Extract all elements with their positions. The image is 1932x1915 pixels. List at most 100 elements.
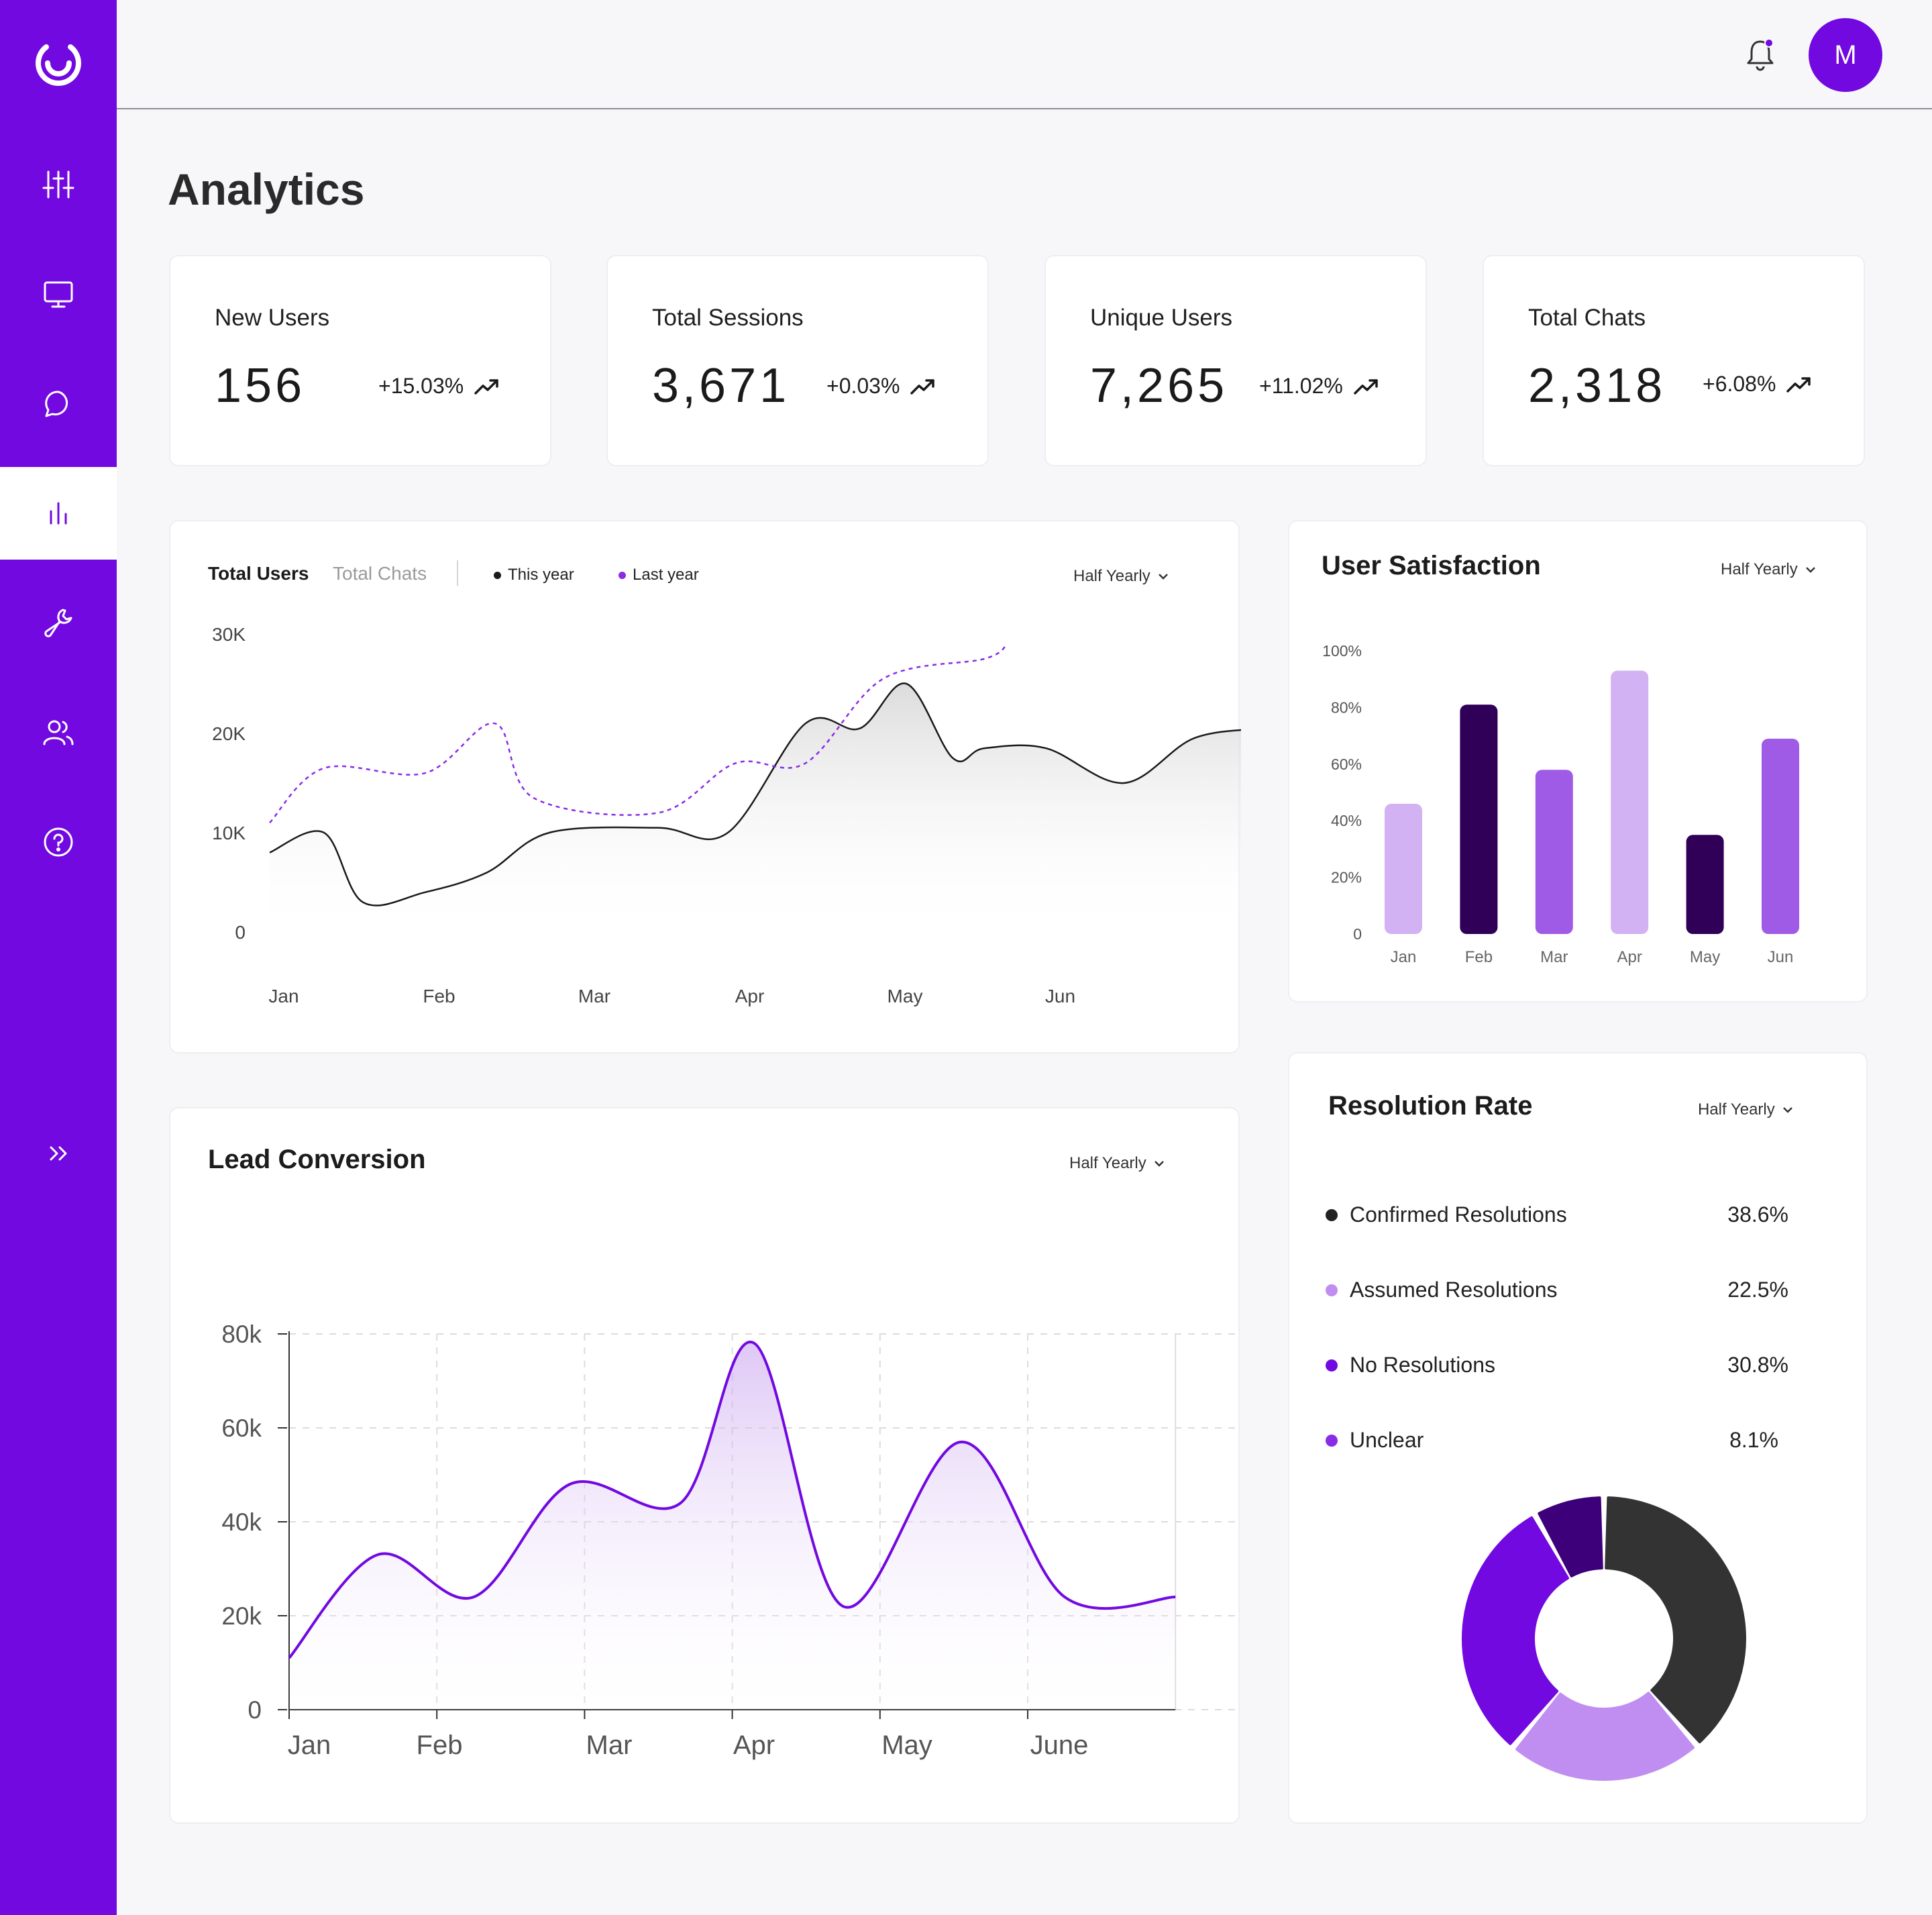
y-tick-label: 80k: [221, 1321, 262, 1348]
x-tick-label: Apr: [733, 1730, 775, 1760]
legend-assumed-resolutions: Assumed Resolutions 22.5%: [1326, 1278, 1788, 1302]
stat-change-value: +0.03%: [826, 374, 900, 398]
lead-conversion-panel: Lead Conversion Half Yearly 0 20k 40k 60k 80…: [169, 1107, 1240, 1824]
period-dropdown[interactable]: Half Yearly: [1698, 1100, 1794, 1119]
trend-up-icon: [1354, 378, 1378, 395]
chevron-down-icon: [1154, 1161, 1164, 1167]
x-tick-label: Jan: [288, 1730, 331, 1760]
expand-icon: [50, 1146, 67, 1161]
tab-total-chats[interactable]: Total Chats: [333, 563, 427, 584]
legend-label: Unclear: [1350, 1428, 1424, 1452]
chat-icon: [45, 391, 68, 417]
panel-title: Resolution Rate: [1328, 1091, 1533, 1121]
y-tick-label: 20K: [212, 723, 246, 744]
bar[interactable]: [1762, 738, 1799, 934]
nav-expand[interactable]: [0, 1107, 117, 1200]
stat-card-unique-users: Unique Users 7,265 +11.02%: [1044, 255, 1427, 466]
period-dropdown[interactable]: Half Yearly: [1073, 567, 1169, 586]
stat-change-value: +11.02%: [1259, 374, 1343, 398]
series-area-this-year: [270, 683, 1241, 939]
series-line-this-year: [269, 682, 1241, 907]
x-tick-label: Jun: [1045, 986, 1075, 1006]
bar[interactable]: [1535, 770, 1573, 934]
nav-settings[interactable]: [0, 138, 117, 231]
legend-no-resolutions: No Resolutions 30.8%: [1326, 1353, 1788, 1378]
x-tick-label: Feb: [423, 986, 455, 1006]
y-tick-label: 0: [248, 1696, 262, 1724]
donut-slice[interactable]: [1515, 1692, 1695, 1781]
legend-dot: [1326, 1434, 1338, 1447]
avatar[interactable]: M: [1809, 18, 1882, 92]
total-users-panel: Total Users Total Chats This year Last y…: [169, 520, 1241, 1053]
users-icon: [43, 720, 74, 745]
user-satisfaction-panel: User Satisfaction Half Yearly 0 20% 40% 60%…: [1288, 520, 1868, 1002]
dropdown-label: Half Yearly: [1069, 1154, 1146, 1172]
chevron-down-icon: [1805, 567, 1815, 573]
legend-dot: [619, 571, 626, 579]
period-dropdown[interactable]: Half Yearly: [1069, 1154, 1165, 1173]
dropdown-label: Half Yearly: [1721, 560, 1798, 578]
nav-tools[interactable]: [0, 576, 117, 669]
x-tick-label: Apr: [735, 986, 765, 1006]
total-users-chart: 0 10K 20K 30K Jan Feb Mar Apr May Jun: [212, 624, 1241, 1006]
panel-title: User Satisfaction: [1322, 551, 1541, 580]
bar[interactable]: [1686, 835, 1724, 934]
resolution-donut-chart: [1462, 1496, 1746, 1781]
stat-card-total-sessions: Total Sessions 3,671 +0.03%: [606, 255, 989, 466]
nav-users[interactable]: [0, 686, 117, 779]
stat-card-new-users: New Users 156 +15.03%: [169, 255, 551, 466]
nav-chats[interactable]: [0, 358, 117, 450]
nav-monitor[interactable]: [0, 248, 117, 340]
trend-up-icon: [474, 378, 498, 395]
legend-value: 22.5%: [1727, 1278, 1788, 1302]
legend-label: Confirmed Resolutions: [1350, 1202, 1567, 1227]
x-tick-label: Mar: [578, 986, 610, 1006]
x-tick-label: June: [1030, 1730, 1089, 1760]
topbar: [117, 0, 1932, 109]
bell-icon[interactable]: [1744, 36, 1776, 72]
nav-help[interactable]: [0, 796, 117, 888]
stat-change: +6.08%: [1703, 372, 1812, 397]
bar-chart-icon: [50, 502, 67, 525]
legend-label: This year: [508, 566, 574, 584]
nav-analytics[interactable]: [0, 467, 117, 560]
period-dropdown[interactable]: Half Yearly: [1721, 560, 1817, 579]
sliders-icon: [42, 170, 74, 199]
x-tick-label: May: [888, 986, 923, 1006]
legend-dot: [1326, 1208, 1338, 1221]
bar[interactable]: [1460, 705, 1498, 934]
stat-change: +0.03%: [826, 374, 936, 399]
dropdown-label: Half Yearly: [1698, 1100, 1775, 1119]
legend-label: Last year: [633, 566, 699, 584]
sidebar: [0, 0, 117, 1915]
stat-value: 7,265: [1090, 359, 1228, 413]
legend-value: 38.6%: [1727, 1202, 1788, 1227]
y-tick-label: 40k: [221, 1508, 262, 1536]
y-tick-label: 10K: [212, 823, 246, 843]
legend-label: Assumed Resolutions: [1350, 1278, 1558, 1302]
help-icon: [44, 827, 73, 857]
x-tick-label: Jun: [1768, 948, 1794, 966]
legend-last-year: Last year: [619, 566, 699, 584]
legend-this-year: This year: [494, 566, 574, 584]
x-tick-label: Jan: [268, 986, 299, 1006]
legend-confirmed-resolutions: Confirmed Resolutions 38.6%: [1326, 1202, 1788, 1227]
x-tick-label: May: [881, 1730, 932, 1760]
bar[interactable]: [1611, 670, 1649, 934]
logo-icon[interactable]: [32, 39, 85, 93]
x-tick-label: Apr: [1617, 948, 1642, 966]
y-tick-label: 20%: [1331, 869, 1362, 886]
bar[interactable]: [1385, 803, 1422, 934]
donut-slice[interactable]: [1538, 1496, 1603, 1577]
tab-divider: [457, 560, 458, 586]
stat-change: +11.02%: [1259, 374, 1379, 399]
legend-dot: [494, 571, 501, 579]
tab-total-users[interactable]: Total Users: [208, 563, 309, 584]
lead-conversion-chart: 0 20k 40k 60k 80k Jan Feb Mar Apr May June: [221, 1321, 1237, 1760]
trend-up-icon: [1786, 376, 1811, 393]
y-tick-label: 40%: [1331, 812, 1362, 829]
donut-slice[interactable]: [1462, 1516, 1570, 1745]
legend-label: No Resolutions: [1350, 1353, 1495, 1377]
donut-slice[interactable]: [1605, 1496, 1746, 1744]
stat-change: +15.03%: [378, 374, 500, 399]
